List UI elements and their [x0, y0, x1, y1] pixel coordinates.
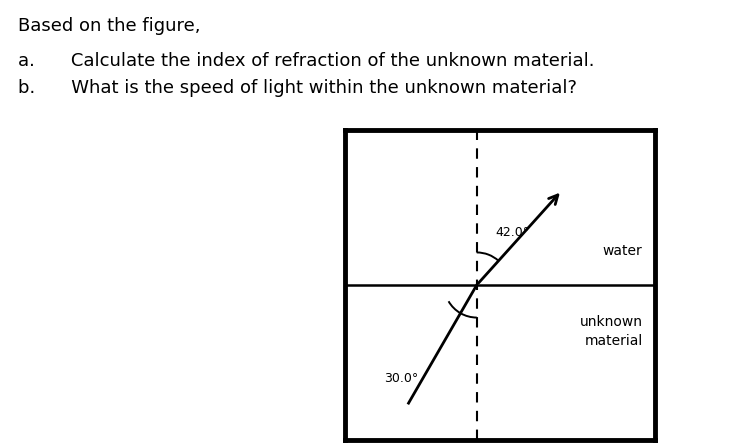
Text: unknown
material: unknown material: [579, 315, 642, 348]
Text: b.  What is the speed of light within the unknown material?: b. What is the speed of light within the…: [18, 79, 577, 97]
Text: 42.0°: 42.0°: [495, 226, 530, 239]
Text: 30.0°: 30.0°: [384, 371, 418, 384]
Text: Based on the figure,: Based on the figure,: [18, 17, 201, 35]
Text: a.  Calculate the index of refraction of the unknown material.: a. Calculate the index of refraction of …: [18, 52, 594, 70]
Text: water: water: [603, 244, 642, 258]
